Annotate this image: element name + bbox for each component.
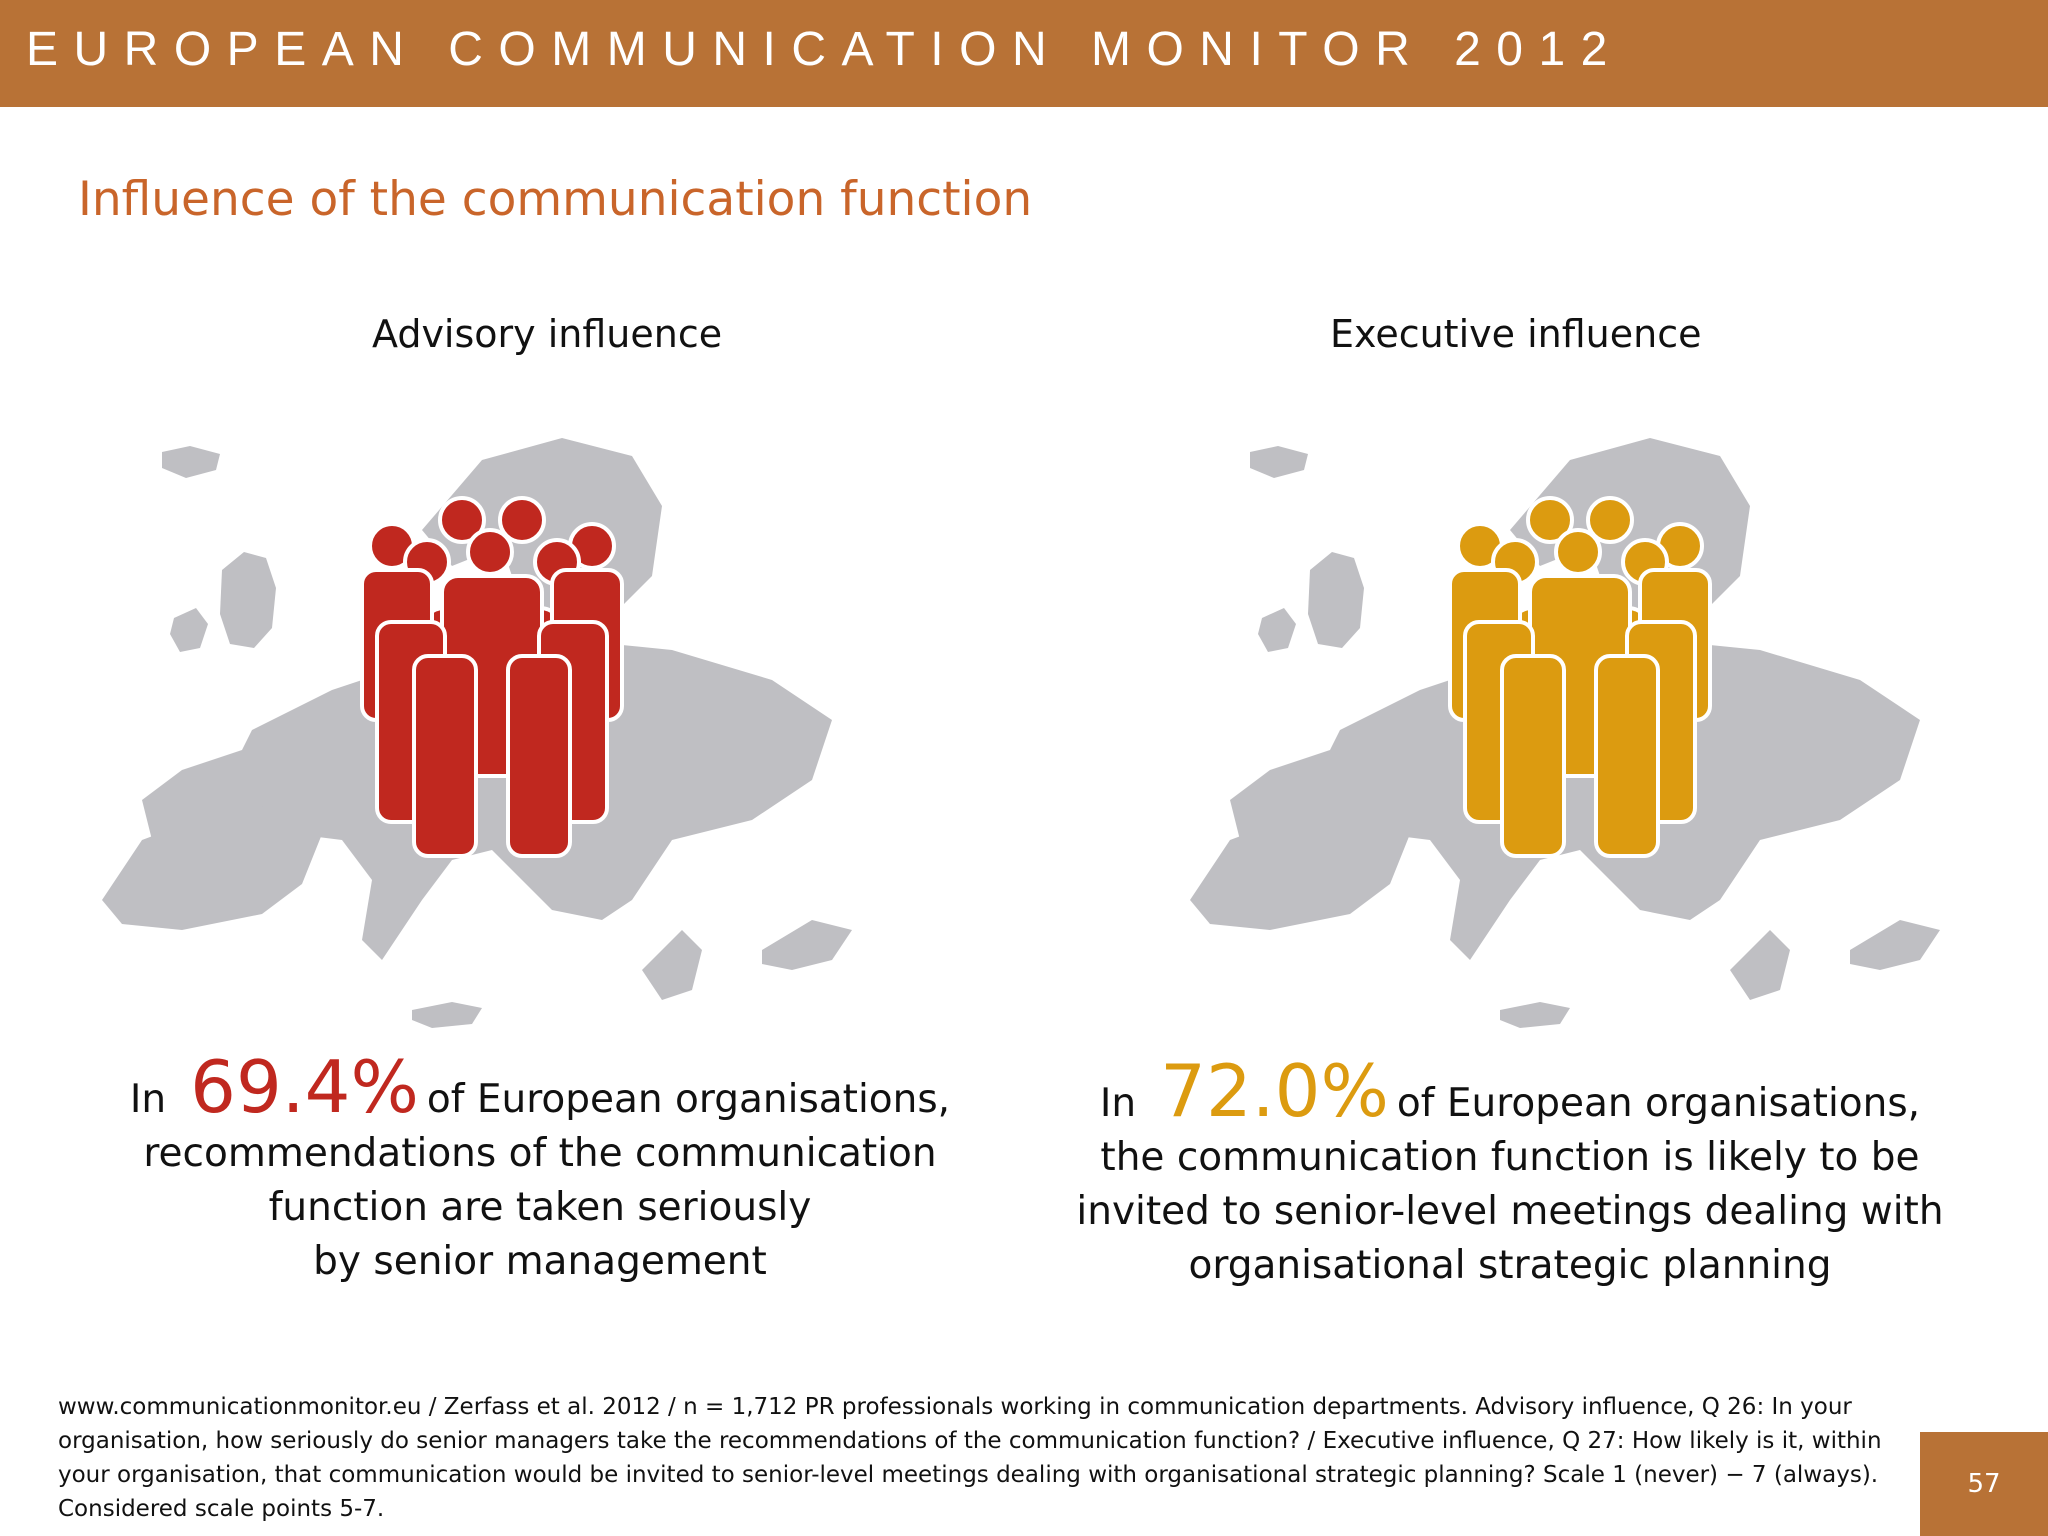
advisory-stat-line: In 69.4% of European organisations, <box>90 1051 990 1127</box>
advisory-percent: 69.4% <box>190 1045 419 1129</box>
stat-prefix: In <box>1099 1081 1137 1126</box>
advisory-heading: Advisory influence <box>372 312 723 356</box>
executive-line-3: organisational strategic planning <box>1188 1243 1832 1288</box>
people-group-icon <box>1448 496 1712 858</box>
executive-stat: In 72.0% of European organisations, the co… <box>1060 1055 1960 1293</box>
advisory-stat: In 69.4% of European organisations, recomm… <box>90 1051 990 1289</box>
executive-percent: 72.0% <box>1160 1049 1389 1133</box>
advisory-line-3: by senior management <box>313 1239 767 1284</box>
europe-map-advisory <box>82 430 872 1030</box>
people-group-icon <box>360 496 624 858</box>
executive-heading: Executive influence <box>1330 312 1702 356</box>
footnote: www.communicationmonitor.eu / Zerfass et… <box>58 1394 1882 1522</box>
executive-stat-line: In 72.0% of European organisations, <box>1060 1055 1960 1131</box>
executive-line-1: the communication function is likely to … <box>1100 1135 1920 1180</box>
header-title: EUROPEAN COMMUNICATION MONITOR 2012 <box>26 23 1623 76</box>
stat-prefix: In <box>129 1077 167 1122</box>
advisory-line-1: recommendations of the communication <box>143 1131 937 1176</box>
europe-map-executive <box>1170 430 1960 1030</box>
executive-line-2: invited to senior-level meetings dealing… <box>1076 1189 1944 1234</box>
stat-suffix: of European organisations, <box>1396 1081 1921 1126</box>
header-band: EUROPEAN COMMUNICATION MONITOR 2012 <box>0 0 2048 107</box>
advisory-line-2: function are taken seriously <box>268 1185 812 1230</box>
stat-suffix: of European organisations, <box>426 1077 951 1122</box>
page-number: 57 <box>1920 1432 2048 1536</box>
slide-title: Influence of the communication function <box>78 172 1033 227</box>
